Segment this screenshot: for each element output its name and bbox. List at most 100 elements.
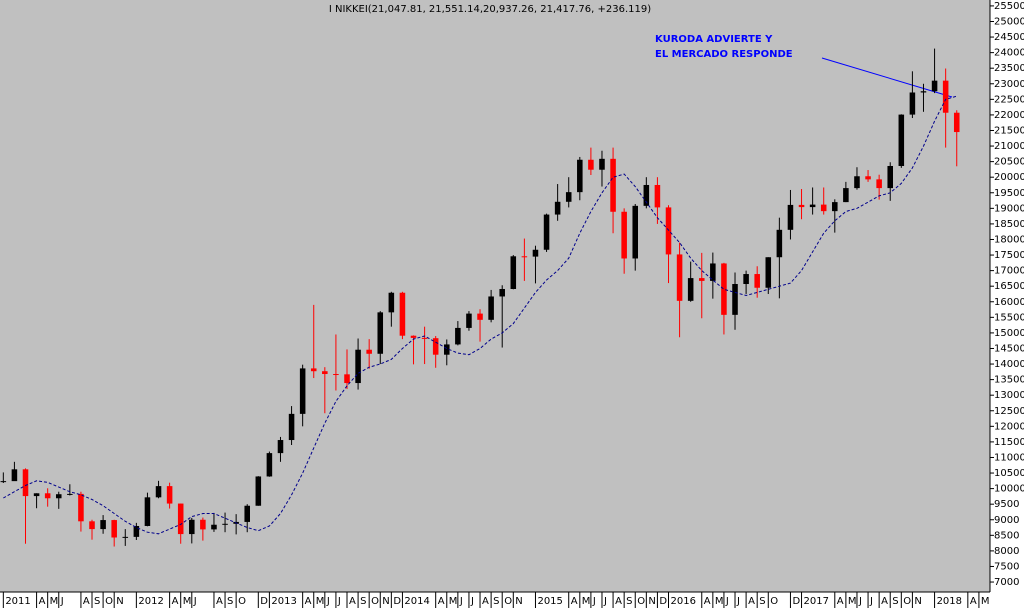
x-tick-label: D [792, 596, 800, 607]
candle-body [887, 165, 893, 189]
y-tick-label: 7500 [994, 561, 1019, 572]
candle-body [610, 158, 616, 212]
x-tick-label: O [504, 596, 512, 607]
x-tick-label: A [571, 596, 578, 607]
x-tick-label: 2017 [804, 596, 829, 607]
candle-body [876, 179, 882, 189]
candle-body [920, 91, 927, 93]
x-tick-label: N [515, 596, 522, 607]
y-tick-label: 23000 [994, 79, 1024, 90]
x-tick-label: S [626, 596, 632, 607]
candle-body [189, 519, 195, 535]
y-tick-label: 8500 [994, 530, 1019, 541]
y-tick-label: 19000 [994, 203, 1024, 214]
x-tick-label: D [659, 596, 667, 607]
y-tick-label: 23500 [994, 63, 1024, 74]
x-tick-label: D [393, 596, 401, 607]
candle-body [155, 486, 162, 498]
y-tick-label: 20500 [994, 157, 1024, 168]
x-tick-label: M [449, 596, 458, 607]
x-tick-label: O [238, 596, 246, 607]
x-tick-label: D [260, 596, 268, 607]
candle-body [577, 159, 583, 193]
x-tick-label: A [305, 596, 312, 607]
x-tick-label: 2013 [271, 596, 296, 607]
candle-body [222, 523, 228, 525]
x-tick-label: 2018 [937, 596, 962, 607]
candle-body [621, 211, 627, 259]
candle-body [144, 497, 151, 526]
y-tick-label: 19500 [994, 188, 1024, 199]
candle-body [421, 337, 428, 339]
x-tick-label: J [592, 596, 596, 607]
candle-body [643, 184, 650, 206]
x-tick-label: A [172, 596, 179, 607]
candle-body [11, 469, 18, 482]
x-tick-label: A [349, 596, 356, 607]
candle-body [333, 374, 339, 376]
candle-body [931, 80, 938, 92]
candle-body [266, 453, 273, 477]
candle-body [732, 284, 738, 315]
candle-body [432, 338, 439, 355]
x-tick-label: M [183, 596, 192, 607]
candle-body [399, 292, 406, 336]
candle-body [322, 371, 328, 375]
candle-body [676, 254, 683, 301]
candle-body [588, 159, 594, 170]
x-tick-label: A [216, 596, 223, 607]
x-tick-label: N [914, 596, 921, 607]
candle-body [111, 520, 117, 538]
candle-body [510, 256, 517, 289]
moving-average [3, 95, 957, 535]
x-tick-label: A [837, 596, 844, 607]
x-tick-label: A [438, 596, 445, 607]
candle-body [942, 80, 949, 113]
candle-body [78, 493, 84, 522]
x-tick-label: S [759, 596, 765, 607]
x-tick-label: J [736, 596, 740, 607]
x-tick-label: M [715, 596, 724, 607]
x-tick-label: J [193, 596, 197, 607]
x-tick-label: O [371, 596, 379, 607]
candle-body [100, 520, 106, 530]
y-tick-label: 22500 [994, 94, 1024, 105]
candle-body [543, 214, 550, 250]
candle-body [710, 263, 716, 281]
candle-body [299, 368, 306, 414]
y-tick-label: 17000 [994, 266, 1024, 277]
candle-body [820, 204, 827, 212]
candle-body [255, 476, 262, 506]
x-tick-label: A [615, 596, 622, 607]
x-tick-label: J [326, 596, 330, 607]
candle-body [809, 204, 816, 208]
annotation: KURODA ADVIERTE Y [655, 34, 773, 45]
candle-body [521, 256, 528, 258]
y-tick-label: 25000 [994, 16, 1024, 27]
annotation: EL MERCADO RESPONDE [655, 49, 793, 60]
x-tick-label: O [903, 596, 911, 607]
y-tick-label: 12500 [994, 406, 1024, 417]
y-tick-label: 10000 [994, 484, 1024, 495]
x-tick-label: 2011 [5, 596, 30, 607]
x-tick-label: O [105, 596, 113, 607]
candle-body [532, 249, 539, 257]
x-tick-label: A [704, 596, 711, 607]
x-tick-label: A [748, 596, 755, 607]
x-tick-label: S [227, 596, 233, 607]
x-tick-label: J [869, 596, 873, 607]
candle-body [200, 519, 206, 530]
candle-body [22, 469, 29, 497]
y-tick-label: 13500 [994, 375, 1024, 386]
y-tick-label: 16000 [994, 297, 1024, 308]
x-tick-label: J [858, 596, 862, 607]
candle-body [654, 184, 661, 208]
candle-body [499, 288, 505, 297]
y-tick-label: 11500 [994, 437, 1024, 448]
candle-body [776, 229, 783, 258]
candle-body [67, 493, 73, 495]
y-tick-label: 15000 [994, 328, 1024, 339]
y-axis-strip [990, 0, 1024, 608]
x-tick-label: 2016 [670, 596, 695, 607]
x-tick-label: 2015 [537, 596, 562, 607]
